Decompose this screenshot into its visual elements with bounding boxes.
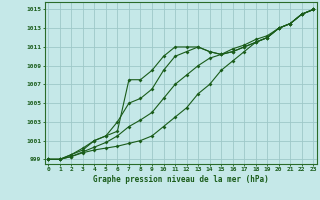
X-axis label: Graphe pression niveau de la mer (hPa): Graphe pression niveau de la mer (hPa) [93,175,269,184]
